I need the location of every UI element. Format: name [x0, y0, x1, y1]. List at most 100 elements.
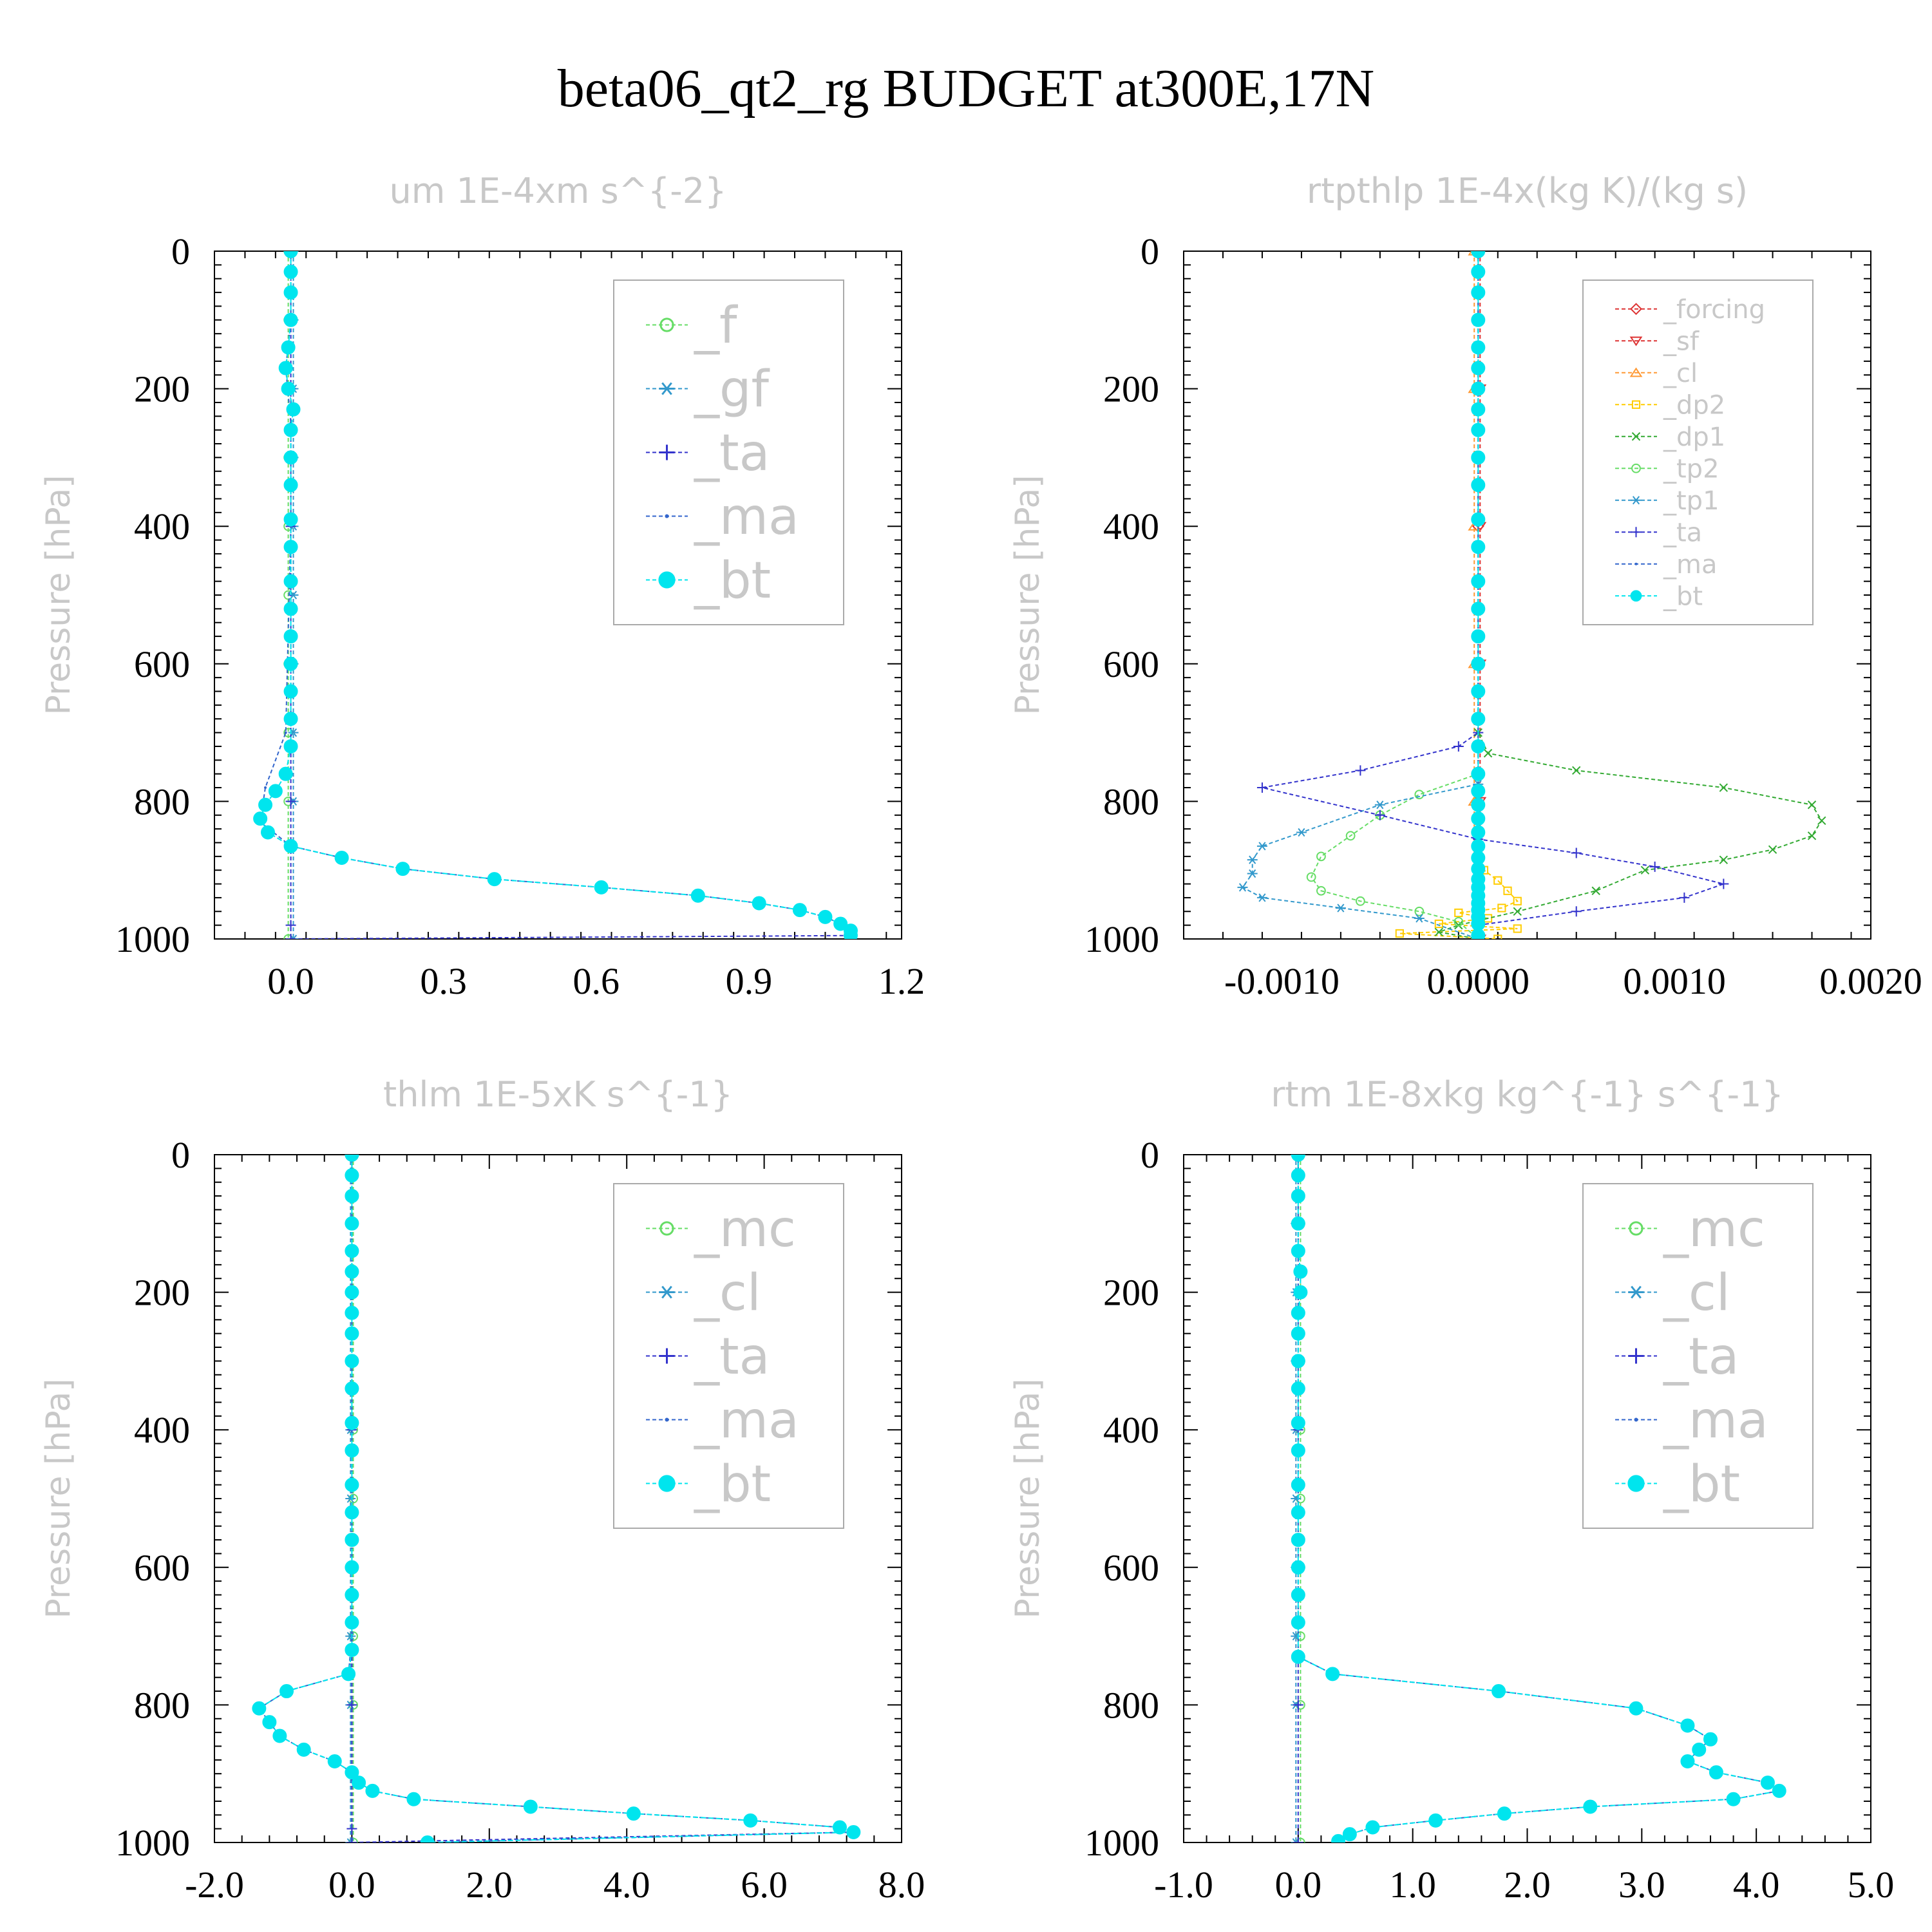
legend-label: _forcing: [1663, 295, 1765, 325]
plus-marker: [1649, 861, 1660, 872]
x-marker: [1434, 927, 1444, 937]
x-marker: [1719, 783, 1728, 792]
asterisk-marker: [1247, 869, 1258, 878]
data-point: [1471, 478, 1486, 493]
x-marker: [1631, 432, 1641, 441]
asterisk-marker: [659, 382, 675, 395]
data-point: [283, 450, 298, 465]
data-point: [1291, 1587, 1305, 1602]
legend: _forcing_sf _cl_dp2_dp1_tp2_tp1_ta _ma_bt: [1582, 279, 1814, 625]
data-point: [345, 1264, 359, 1279]
x-marker: [1572, 766, 1581, 775]
data-point: [253, 811, 268, 826]
x-tick-label: 1.2: [878, 960, 925, 1002]
plus-marker: [346, 1700, 357, 1710]
data-point: [1291, 1168, 1305, 1183]
y-tick-label: 1000: [115, 918, 190, 960]
data-point: [345, 1477, 359, 1492]
triangle-up-marker: [1629, 367, 1643, 377]
axis-ticks: [214, 251, 902, 940]
data-point: [1471, 811, 1486, 826]
y-tick-label: 400: [134, 506, 190, 547]
x-tick-label: 0.0000: [1427, 960, 1530, 1002]
data-point: [334, 850, 349, 865]
data-point: [1291, 1560, 1305, 1575]
plus-marker: [1631, 527, 1642, 538]
data-point: [268, 784, 283, 799]
data-point: [1325, 1667, 1340, 1681]
series: [1291, 1155, 1786, 1842]
plus-marker: [659, 444, 675, 460]
data-point: [626, 1806, 641, 1821]
data-point: [1471, 540, 1486, 554]
square-marker: [1631, 400, 1641, 409]
asterisk-marker: [345, 1631, 356, 1641]
y-axis-label: Pressure [hPa]: [39, 1379, 78, 1619]
data-point: [1365, 1820, 1380, 1835]
x-tick-label: 8.0: [878, 1864, 925, 1906]
y-tick-label: 400: [1103, 1409, 1159, 1451]
x-tick-label: 2.0: [1504, 1864, 1551, 1906]
panel-title: rtm 1E-8xkg kg^{-1} s^{-1}: [1271, 1074, 1784, 1115]
data-point: [1291, 1477, 1305, 1492]
legend-label: _bt: [694, 1455, 771, 1513]
plus-marker: [1256, 782, 1267, 793]
x-marker: [1817, 816, 1826, 826]
data-point: [1583, 1799, 1598, 1814]
data-point: [345, 1354, 359, 1368]
plus-marker: [1679, 892, 1690, 903]
data-point: [283, 684, 298, 699]
data-point: [658, 1475, 676, 1492]
legend-box: [613, 1183, 844, 1529]
chart-panel: um 1E-4xm s^{-2} Pressure [hPa] 0 200 400 600…: [39, 171, 925, 1002]
plus-marker: [285, 796, 296, 807]
data-point: [792, 903, 807, 918]
asterisk-marker: [1237, 883, 1248, 892]
data-point: [1726, 1792, 1741, 1806]
data-point: [690, 888, 705, 903]
data-point: [1342, 1827, 1357, 1842]
legend-box: [1582, 1183, 1814, 1529]
data-point: [1293, 1264, 1308, 1279]
data-point: [345, 1216, 359, 1231]
dot-marker: [1634, 1417, 1638, 1422]
asterisk-marker: [1414, 914, 1425, 923]
data-point: [1291, 1416, 1305, 1430]
panel-title: um 1E-4xm s^{-2}: [390, 171, 727, 211]
data-point: [1291, 1381, 1305, 1396]
data-point: [1471, 629, 1486, 644]
legend-label: _bt: [1663, 582, 1703, 611]
data-point: [1471, 422, 1486, 437]
data-point: [1471, 656, 1486, 671]
data-point: [1471, 784, 1486, 799]
square-marker: [1497, 904, 1506, 913]
data-point: [1629, 1701, 1643, 1716]
y-tick-label: 800: [134, 1684, 190, 1726]
data-point: [345, 1305, 359, 1320]
data-point: [1428, 1813, 1443, 1828]
data-point: [283, 601, 298, 616]
x-tick-label: 1.0: [1389, 1864, 1436, 1906]
legend-label: _tp2: [1663, 454, 1719, 484]
circle-marker: [1316, 886, 1326, 896]
data-point: [1471, 512, 1486, 527]
y-tick-label: 600: [1103, 1547, 1159, 1589]
plus-marker: [1453, 741, 1464, 752]
plot-area: [1291, 1155, 1786, 1842]
legend-label: _cl: [1663, 1264, 1730, 1322]
x-tick-label: 0.0010: [1623, 960, 1726, 1002]
data-point: [296, 1742, 311, 1757]
asterisk-marker: [1247, 855, 1258, 864]
data-point: [1680, 1718, 1695, 1733]
y-axis-label: Pressure [hPa]: [1009, 1379, 1047, 1619]
x-tick-label: -2.0: [185, 1864, 244, 1906]
legend-label: _bt: [694, 552, 771, 610]
series: [253, 251, 858, 939]
y-tick-label: 400: [134, 1409, 190, 1451]
data-point: [1291, 1244, 1305, 1258]
plus-marker: [659, 1348, 675, 1364]
data-point: [1291, 1155, 1305, 1162]
data-point: [420, 1835, 435, 1842]
x-marker: [1807, 800, 1817, 810]
data-point: [352, 1776, 366, 1790]
